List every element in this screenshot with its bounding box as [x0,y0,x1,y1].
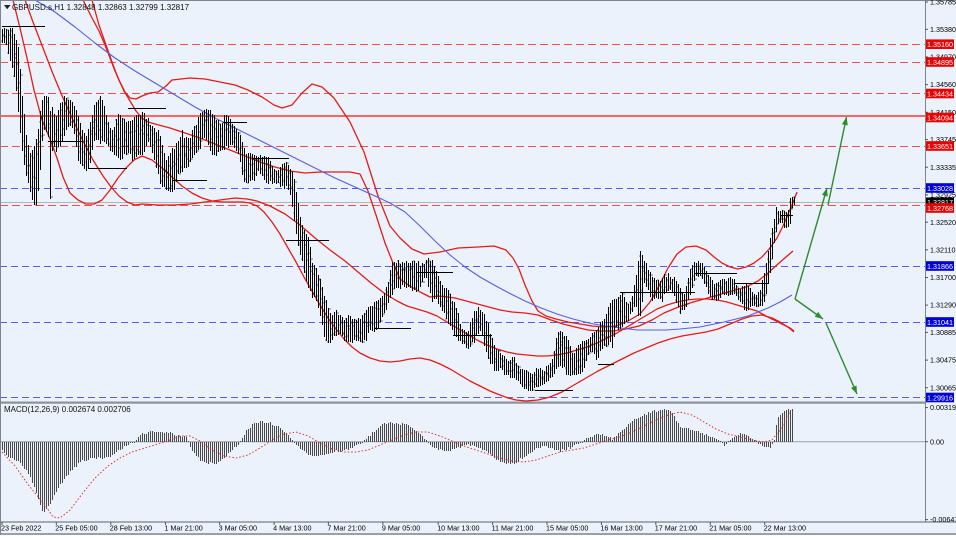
svg-text:16 Mar 13:00: 16 Mar 13:00 [600,524,642,533]
svg-text:1.29916: 1.29916 [927,393,953,402]
svg-text:10 Mar 13:00: 10 Mar 13:00 [437,524,479,533]
svg-text:25 Feb 05:00: 25 Feb 05:00 [55,524,97,533]
svg-text:1.30885: 1.30885 [930,328,956,337]
svg-text:23 Feb 2022: 23 Feb 2022 [1,524,41,533]
svg-text:1.33745: 1.33745 [930,135,956,144]
svg-text:17 Mar 21:00: 17 Mar 21:00 [655,524,697,533]
svg-text:1.30475: 1.30475 [930,356,956,365]
svg-text:22 Mar 13:00: 22 Mar 13:00 [764,524,806,533]
svg-text:-0.006474: -0.006474 [930,515,956,524]
svg-text:1.32110: 1.32110 [930,245,955,254]
svg-text:GBPUSD.s,H1 1.32848 1.32863 1: GBPUSD.s,H1 1.32848 1.32863 1.32799 1.32… [12,3,190,12]
svg-text:1 Mar 21:00: 1 Mar 21:00 [164,524,202,533]
svg-text:1.31290: 1.31290 [930,301,956,310]
svg-text:1.35380: 1.35380 [930,25,956,34]
svg-text:9 Mar 05:00: 9 Mar 05:00 [382,524,420,533]
svg-text:1.34094: 1.34094 [927,113,953,122]
svg-text:1.30065: 1.30065 [930,383,956,392]
svg-text:1.33651: 1.33651 [927,142,953,151]
svg-text:1.32925: 1.32925 [930,191,956,200]
svg-text:1.35160: 1.35160 [927,40,953,49]
svg-text:7 Mar 21:00: 7 Mar 21:00 [327,524,365,533]
svg-text:3 Mar 05:00: 3 Mar 05:00 [219,524,257,533]
svg-text:28 Feb 13:00: 28 Feb 13:00 [110,524,152,533]
svg-text:1.34150: 1.34150 [930,108,956,117]
svg-text:1.31700: 1.31700 [930,273,956,282]
svg-text:15 Mar 05:00: 15 Mar 05:00 [546,524,588,533]
svg-text:0.00: 0.00 [930,437,944,446]
svg-text:1.32520: 1.32520 [930,218,956,227]
svg-text:1.34895: 1.34895 [927,58,953,67]
svg-text:1.31041: 1.31041 [927,318,953,327]
svg-text:1.32768: 1.32768 [927,204,953,213]
svg-text:0.003197: 0.003197 [930,403,956,412]
svg-text:1.32817: 1.32817 [927,198,953,207]
svg-text:1.35785: 1.35785 [930,0,956,7]
svg-text:4 Mar 13:00: 4 Mar 13:00 [273,524,311,533]
svg-text:MACD(12,26,9) 0.002674 0.00270: MACD(12,26,9) 0.002674 0.002706 [4,405,131,414]
svg-text:1.34970: 1.34970 [930,53,956,62]
svg-text:1.31866: 1.31866 [927,262,953,271]
svg-text:1.34560: 1.34560 [930,80,956,89]
svg-text:1.34434: 1.34434 [927,89,953,98]
svg-text:21 Mar 05:00: 21 Mar 05:00 [709,524,751,533]
svg-text:11 Mar 21:00: 11 Mar 21:00 [492,524,534,533]
svg-text:1.33028: 1.33028 [927,184,953,193]
svg-text:1.33335: 1.33335 [930,163,956,172]
